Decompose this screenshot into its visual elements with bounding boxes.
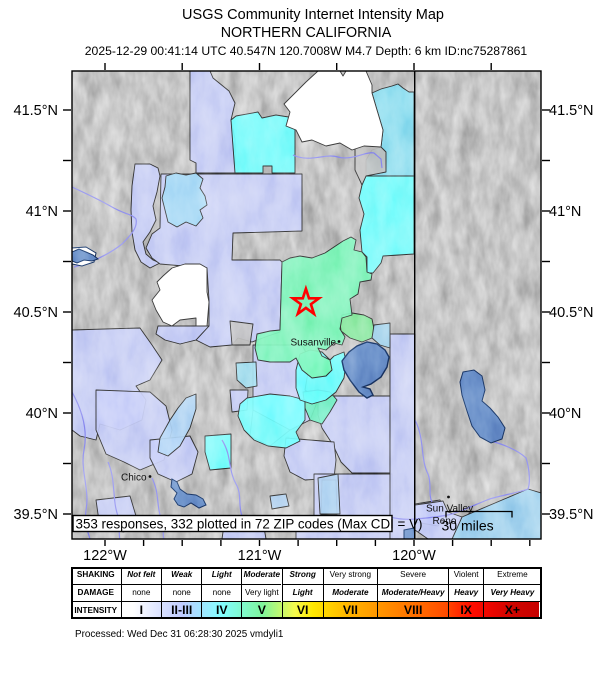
svg-text:41.5°N: 41.5°N: [14, 103, 59, 119]
svg-text:41°N: 41°N: [26, 204, 58, 220]
svg-text:120°W: 120°W: [392, 548, 436, 564]
svg-text:40°N: 40°N: [549, 406, 581, 422]
svg-text:30 miles: 30 miles: [442, 518, 494, 534]
svg-text:40°N: 40°N: [26, 406, 58, 422]
svg-text:40.5°N: 40.5°N: [549, 305, 594, 321]
svg-text:Sun Valley: Sun Valley: [426, 504, 473, 515]
svg-text:Susanville: Susanville: [291, 338, 337, 349]
svg-text:122°W: 122°W: [83, 548, 127, 564]
svg-text:121°W: 121°W: [238, 548, 282, 564]
svg-text:41°N: 41°N: [549, 204, 581, 220]
svg-text:39.5°N: 39.5°N: [549, 507, 594, 523]
svg-text:Chico: Chico: [121, 473, 147, 484]
svg-text:41.5°N: 41.5°N: [549, 103, 594, 119]
svg-text:39.5°N: 39.5°N: [14, 507, 59, 523]
svg-text:Reno: Reno: [433, 516, 457, 527]
svg-text:353 responses, 332 plotted in: 353 responses, 332 plotted in 72 ZIP cod…: [76, 517, 423, 532]
svg-text:40.5°N: 40.5°N: [14, 305, 59, 321]
